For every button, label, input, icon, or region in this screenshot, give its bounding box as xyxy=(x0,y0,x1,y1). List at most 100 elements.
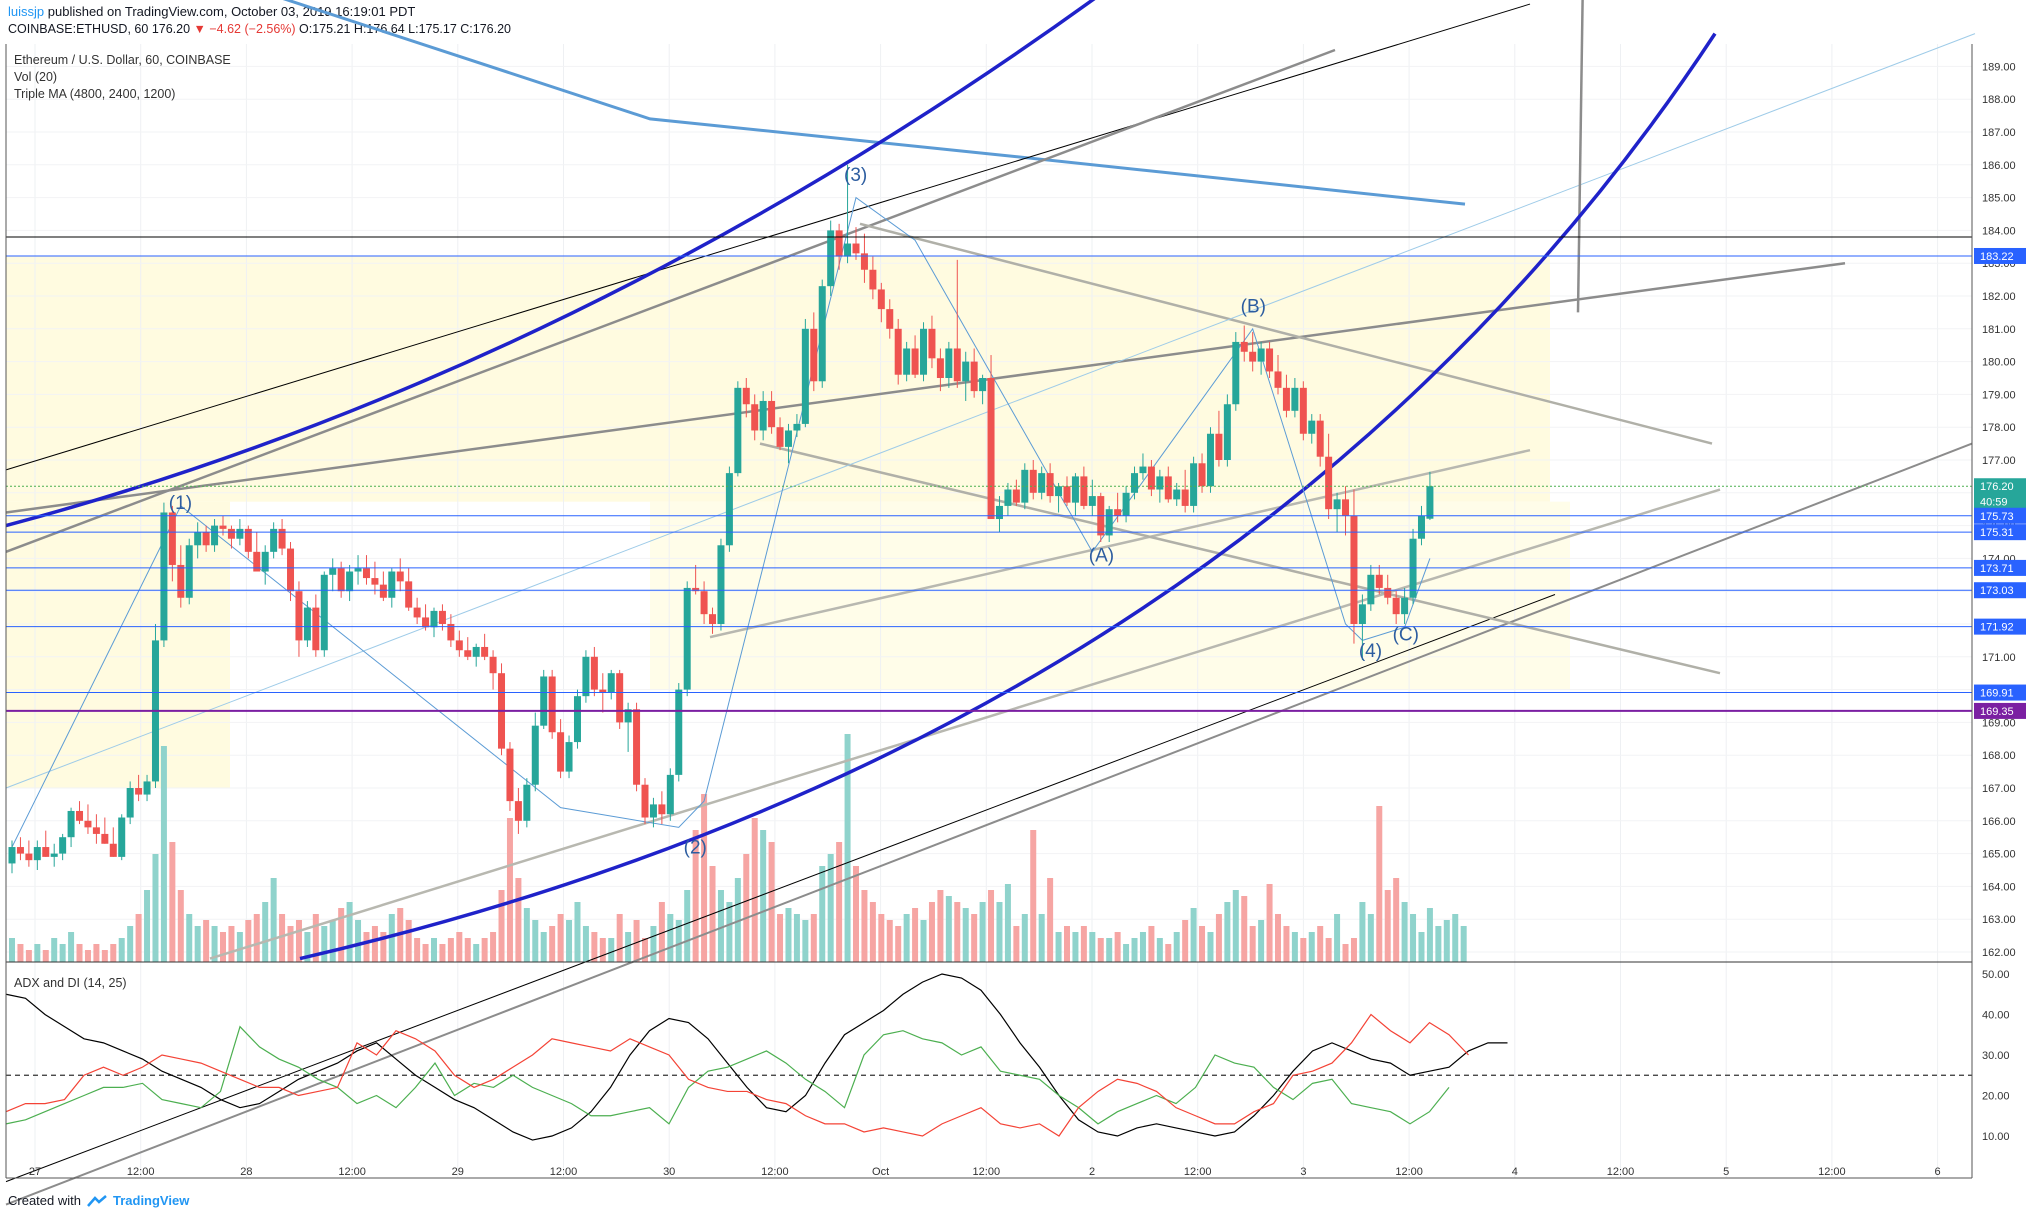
grid xyxy=(6,44,1972,1178)
price-tick-label: 180.00 xyxy=(1982,357,2016,369)
volume-bar xyxy=(1072,932,1079,962)
volume-bar xyxy=(1410,914,1417,962)
symbol-summary: COINBASE:ETHUSD, 60 176.20 ▼ −4.62 (−2.5… xyxy=(8,22,511,36)
wave-label: (1) xyxy=(169,493,192,514)
footer-brand[interactable]: TradingView xyxy=(112,1193,190,1208)
adx-panel xyxy=(5,961,1972,1141)
trendline-channel-low xyxy=(759,442,1721,675)
candle-body xyxy=(329,568,337,575)
candle-body xyxy=(1223,404,1231,460)
volume-bar xyxy=(827,854,834,962)
candle-body xyxy=(1367,574,1375,605)
time-tick-label: 12:00 xyxy=(973,1166,1001,1178)
candle-body xyxy=(928,328,936,359)
price-label-text: 40:59 xyxy=(1980,497,2008,509)
volume-bar xyxy=(186,914,193,962)
volume-bar xyxy=(582,926,589,962)
volume-bar xyxy=(144,890,151,962)
volume-bar xyxy=(717,890,724,962)
legend-title: Ethereum / U.S. Dollar, 60, COINBASE xyxy=(14,53,231,67)
candle-body xyxy=(945,348,953,378)
volume-bar xyxy=(1435,926,1442,962)
chart-header: luissjp published on TradingView.com, Oc… xyxy=(0,0,2027,42)
arc-upper xyxy=(5,0,1096,528)
candle-body xyxy=(1215,433,1223,460)
volume-bar xyxy=(1460,926,1467,962)
candle-body xyxy=(67,810,75,838)
volume-bar xyxy=(540,932,547,962)
volume-bar xyxy=(810,914,817,962)
volume-bar xyxy=(557,914,564,962)
price-tick-label: 187.00 xyxy=(1982,127,2016,139)
volume-bar xyxy=(1249,926,1256,962)
price-label-text: 176.20 xyxy=(1980,481,2014,493)
candle-body xyxy=(84,820,92,828)
candle-body xyxy=(649,804,657,818)
volume-bar xyxy=(270,878,277,962)
candle-body xyxy=(784,430,792,447)
candle-body xyxy=(742,387,750,405)
candle-body xyxy=(1249,351,1257,362)
volume-bar xyxy=(304,932,311,962)
volume-bar xyxy=(684,890,691,962)
volume-bar xyxy=(566,920,573,962)
volume-bar xyxy=(802,920,809,962)
candle-body xyxy=(126,788,134,818)
candle-body xyxy=(438,610,446,624)
candle-body xyxy=(303,607,311,641)
candle-body xyxy=(354,568,362,572)
candle-body xyxy=(995,505,1003,520)
volume-bar xyxy=(1080,926,1087,962)
candle-body xyxy=(1181,489,1189,506)
volume-bar xyxy=(844,734,851,962)
candle-body xyxy=(624,709,632,723)
candle-body xyxy=(1063,486,1071,503)
candle-body xyxy=(219,525,227,529)
volume-bar xyxy=(312,914,319,962)
candle-body xyxy=(903,348,911,375)
candle-body xyxy=(59,837,67,854)
candle-body xyxy=(1274,371,1282,388)
volume-bar xyxy=(1131,938,1138,962)
price-label-text: 173.71 xyxy=(1980,563,2014,575)
volume-bar xyxy=(886,920,893,962)
volume-bar xyxy=(1393,878,1400,962)
candle-body xyxy=(1122,492,1130,516)
candle-body xyxy=(1299,387,1307,434)
volume-bar xyxy=(1300,938,1307,962)
volume-bar xyxy=(169,842,176,962)
volume-bar xyxy=(59,944,66,962)
candle-body xyxy=(573,696,581,743)
footer-created: Created with xyxy=(8,1193,81,1208)
main-legend: Ethereum / U.S. Dollar, 60, COINBASE Vol… xyxy=(14,52,231,103)
candle-body xyxy=(1426,486,1434,519)
volume-bar xyxy=(287,926,294,962)
time-tick-label: Oct xyxy=(872,1166,889,1178)
candle-body xyxy=(1358,604,1366,624)
candle-body xyxy=(793,423,801,431)
legend-volume: Vol (20) xyxy=(14,70,58,84)
price-tick-label: 167.00 xyxy=(1982,783,2016,795)
time-tick-label: 12:00 xyxy=(1818,1166,1846,1178)
time-tick-label: 12:00 xyxy=(550,1166,578,1178)
candle-body xyxy=(92,827,100,834)
volume-bar xyxy=(954,902,961,962)
volume-bar xyxy=(591,932,598,962)
adx-legend: ADX and DI (14, 25) xyxy=(14,976,127,990)
volume-bar xyxy=(9,938,15,962)
volume-bar xyxy=(380,932,387,962)
volume-bar xyxy=(625,932,632,962)
volume-bar xyxy=(1376,806,1383,962)
candle-body xyxy=(287,548,295,592)
author-link[interactable]: luissjp xyxy=(8,4,45,19)
candle-body xyxy=(1308,420,1316,434)
volume-bar xyxy=(667,914,674,962)
volume-bar xyxy=(1182,920,1189,962)
candle-body xyxy=(818,286,826,382)
candle-body xyxy=(751,404,759,431)
volume-bar xyxy=(1426,908,1433,962)
volume-bar xyxy=(1266,884,1273,962)
candle-body xyxy=(33,847,41,861)
candle-body xyxy=(8,847,16,864)
